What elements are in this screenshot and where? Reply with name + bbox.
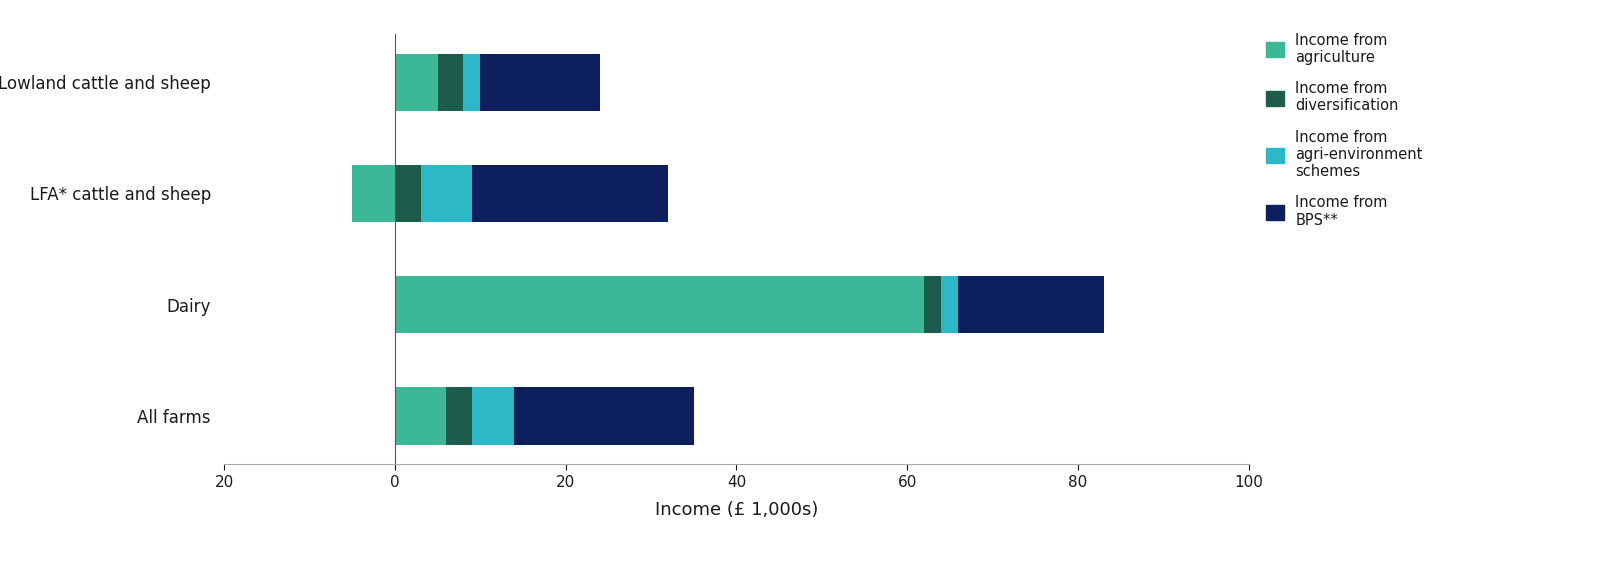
Bar xyxy=(514,387,693,444)
Bar xyxy=(924,276,941,333)
Bar xyxy=(395,165,421,222)
Bar xyxy=(941,276,959,333)
Legend: Income from
agriculture, Income from
diversification, Income from
agri-environme: Income from agriculture, Income from div… xyxy=(1266,33,1423,228)
Bar xyxy=(395,276,924,333)
Bar xyxy=(421,165,472,222)
Bar xyxy=(395,54,437,112)
Bar xyxy=(463,54,480,112)
Bar xyxy=(352,165,395,222)
X-axis label: Income (£ 1,000s): Income (£ 1,000s) xyxy=(655,501,818,518)
Bar xyxy=(437,54,463,112)
Bar xyxy=(480,54,600,112)
Bar xyxy=(395,387,447,444)
Bar xyxy=(959,276,1103,333)
Bar xyxy=(472,387,514,444)
Bar xyxy=(447,387,472,444)
Bar xyxy=(472,165,668,222)
